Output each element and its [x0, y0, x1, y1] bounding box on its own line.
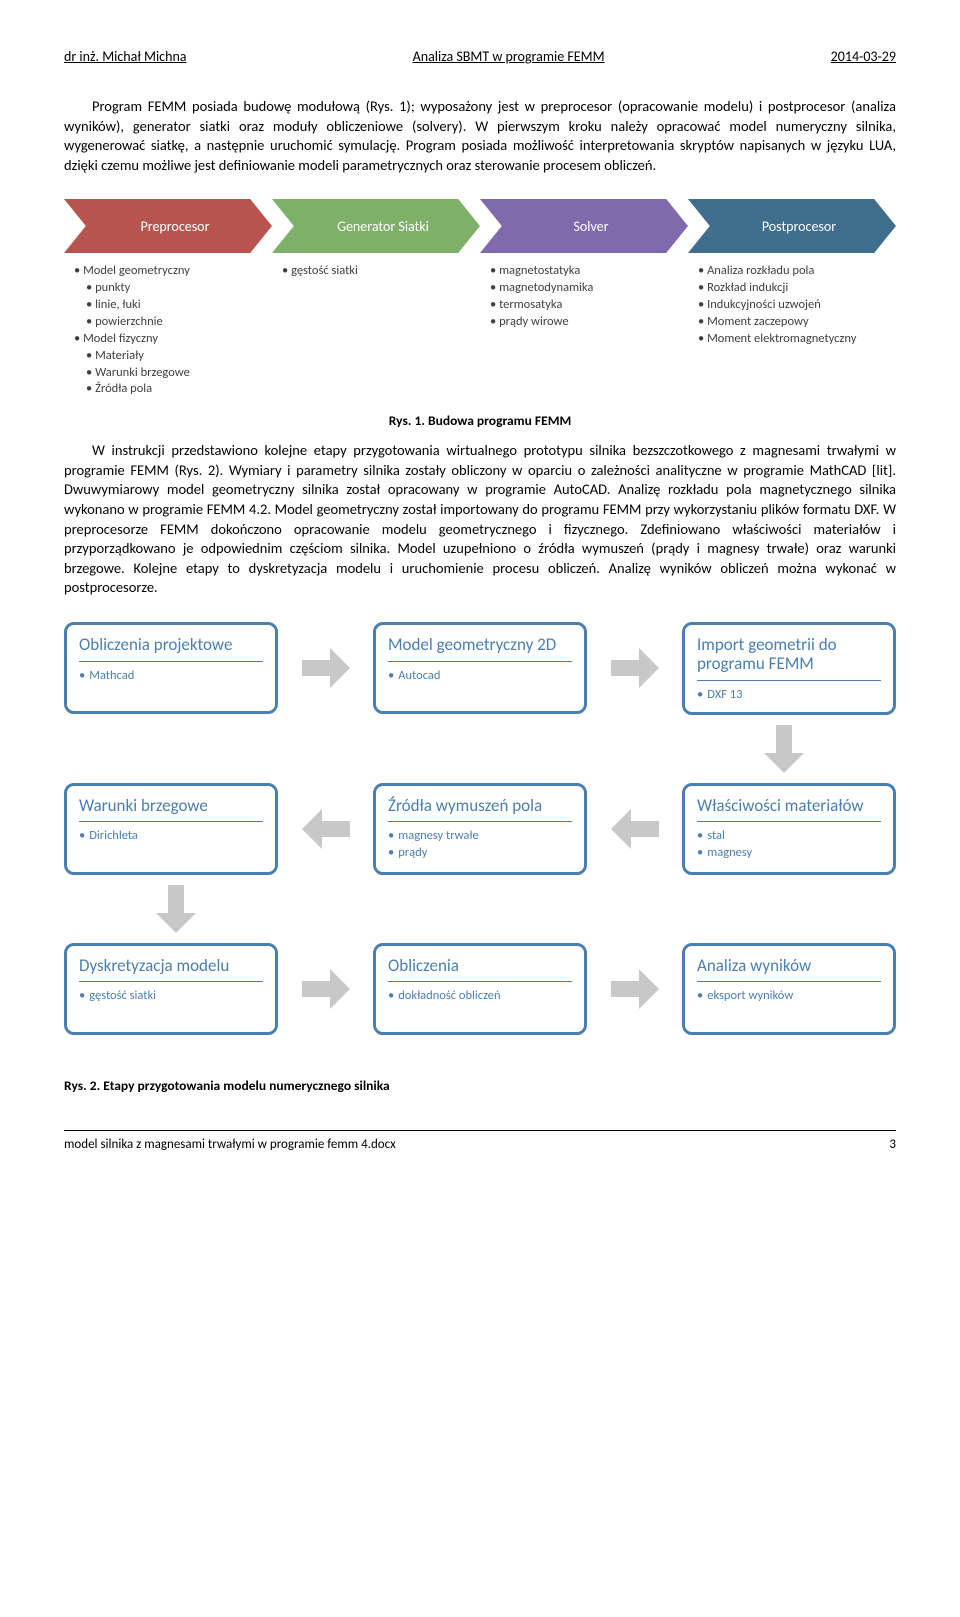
flow-box-item: magnesy trwałe — [388, 828, 572, 845]
bullet-item: Model geometryczny — [74, 263, 266, 280]
flow-box-item: Autocad — [388, 668, 572, 685]
flow-box: Obliczenia projektowe Mathcad — [64, 622, 278, 714]
chevron-label: Postprocesor — [688, 199, 896, 253]
arrow-left-icon — [608, 809, 662, 849]
figure-1-caption: Rys. 1. Budowa programu FEMM — [64, 412, 896, 429]
bullet-item: prądy wirowe — [490, 314, 682, 331]
arrow-left-icon — [299, 809, 353, 849]
flow-box-title: Właściwości materiałów — [697, 796, 881, 816]
flow-box: Analiza wyników eksport wyników — [682, 943, 896, 1035]
paragraph-1: Program FEMM posiada budowę modułową (Ry… — [64, 97, 896, 175]
footer-rule — [64, 1130, 896, 1131]
figure-2-caption: Rys. 2. Etapy przygotowania modelu numer… — [64, 1077, 896, 1094]
flow-box-title: Model geometryczny 2D — [388, 635, 572, 655]
flow-box-divider — [79, 661, 263, 662]
chevron-col-3: Analiza rozkładu polaRozkład indukcjiInd… — [688, 259, 896, 402]
flow-box-title: Źródła wymuszeń pola — [388, 796, 572, 816]
bullet-item: Warunki brzegowe — [74, 365, 266, 382]
flow-box-title: Obliczenia projektowe — [79, 635, 263, 655]
chevron-2: Solver — [480, 199, 688, 253]
flow-box-divider — [388, 821, 572, 822]
chevron-col-1: gęstość siatki — [272, 259, 480, 402]
flow-box-title: Warunki brzegowe — [79, 796, 263, 816]
flow-box: Dyskretyzacja modelu gęstość siatki — [64, 943, 278, 1035]
arrow-right-icon — [608, 648, 662, 688]
flow-box-item: dokładność obliczeń — [388, 988, 572, 1005]
footer-pagenum: 3 — [889, 1137, 896, 1152]
bullet-item: Moment elektromagnetyczny — [698, 331, 890, 348]
flow-box-title: Obliczenia — [388, 956, 572, 976]
flow-box-divider — [697, 821, 881, 822]
flow-box-item: stal — [697, 828, 881, 845]
chevron-1: Generator Siatki — [272, 199, 480, 253]
flow-box: Warunki brzegowe Dirichleta — [64, 783, 278, 875]
page-footer: model silnika z magnesami trwałymi w pro… — [64, 1137, 896, 1152]
bullet-item: punkty — [74, 280, 266, 297]
flow-box-item: Dirichleta — [79, 828, 263, 845]
flow-box-item: gęstość siatki — [79, 988, 263, 1005]
flow-box-title: Import geometrii do programu FEMM — [697, 635, 881, 674]
bullet-item: Moment zaczepowy — [698, 314, 890, 331]
flow-box: Model geometryczny 2D Autocad — [373, 622, 587, 714]
header-date: 2014-03-29 — [831, 48, 896, 65]
chevron-0: Preprocesor — [64, 199, 272, 253]
chevron-label: Preprocesor — [64, 199, 272, 253]
paragraph-2: W instrukcji przedstawiono kolejne etapy… — [64, 441, 896, 598]
footer-filename: model silnika z magnesami trwałymi w pro… — [64, 1137, 396, 1152]
header-title: Analiza SBMT w programie FEMM — [413, 48, 605, 65]
flow-box-item: prądy — [388, 845, 572, 862]
flow-box: Import geometrii do programu FEMM DXF 13 — [682, 622, 896, 715]
bullet-item: termosatyka — [490, 297, 682, 314]
bullet-item: magnetostatyka — [490, 263, 682, 280]
bullet-item: Materiały — [74, 348, 266, 365]
flow-box: Źródła wymuszeń pola magnesy trwałeprądy — [373, 783, 587, 875]
chevron-3: Postprocesor — [688, 199, 896, 253]
flow-box-divider — [388, 981, 572, 982]
flow-box: Właściwości materiałów stalmagnesy — [682, 783, 896, 875]
vconnector-2 — [64, 885, 896, 937]
flow-box-divider — [79, 821, 263, 822]
flow-box-divider — [697, 680, 881, 681]
bullet-item: Model fizyczny — [74, 331, 266, 348]
bullet-item: Rozkład indukcji — [698, 280, 890, 297]
chevron-label: Solver — [480, 199, 688, 253]
bullet-item: Analiza rozkładu pola — [698, 263, 890, 280]
page-header: dr inż. Michał Michna Analiza SBMT w pro… — [64, 48, 896, 65]
chevron-col-0: Model geometrycznypunktylinie, łukipowie… — [64, 259, 272, 402]
arrow-right-icon — [608, 969, 662, 1009]
chevron-bullets: Model geometrycznypunktylinie, łukipowie… — [64, 259, 896, 402]
flow-box-item: Mathcad — [79, 668, 263, 685]
bullet-item: magnetodynamika — [490, 280, 682, 297]
flow-box-title: Analiza wyników — [697, 956, 881, 976]
header-author: dr inż. Michał Michna — [64, 48, 187, 65]
flow-box-item: eksport wyników — [697, 988, 881, 1005]
chevron-col-2: magnetostatykamagnetodynamikatermosatyka… — [480, 259, 688, 402]
flow-box-divider — [79, 981, 263, 982]
flow-box: Obliczenia dokładność obliczeń — [373, 943, 587, 1035]
flow-row-1: Obliczenia projektowe Mathcad Model geomet… — [64, 622, 896, 715]
flow-box-divider — [697, 981, 881, 982]
flow-box-item: DXF 13 — [697, 687, 881, 704]
chevron-label: Generator Siatki — [272, 199, 480, 253]
bullet-item: Indukcyjności uzwojeń — [698, 297, 890, 314]
flow-box-item: magnesy — [697, 845, 881, 862]
flow-box-title: Dyskretyzacja modelu — [79, 956, 263, 976]
vconnector-1 — [64, 725, 896, 777]
arrow-right-icon — [299, 969, 353, 1009]
bullet-item: Źródła pola — [74, 381, 266, 398]
bullet-item: linie, łuki — [74, 297, 266, 314]
flow-row-3: Dyskretyzacja modelu gęstość siatki Oblicz… — [64, 943, 896, 1035]
bullet-item: gęstość siatki — [282, 263, 474, 280]
flow-box-divider — [388, 661, 572, 662]
bullet-item: powierzchnie — [74, 314, 266, 331]
chevron-row: Preprocesor Generator Siatki Solver Post… — [64, 199, 896, 253]
flow-row-2: Warunki brzegowe Dirichleta Źródła wymusze… — [64, 783, 896, 875]
arrow-right-icon — [299, 648, 353, 688]
